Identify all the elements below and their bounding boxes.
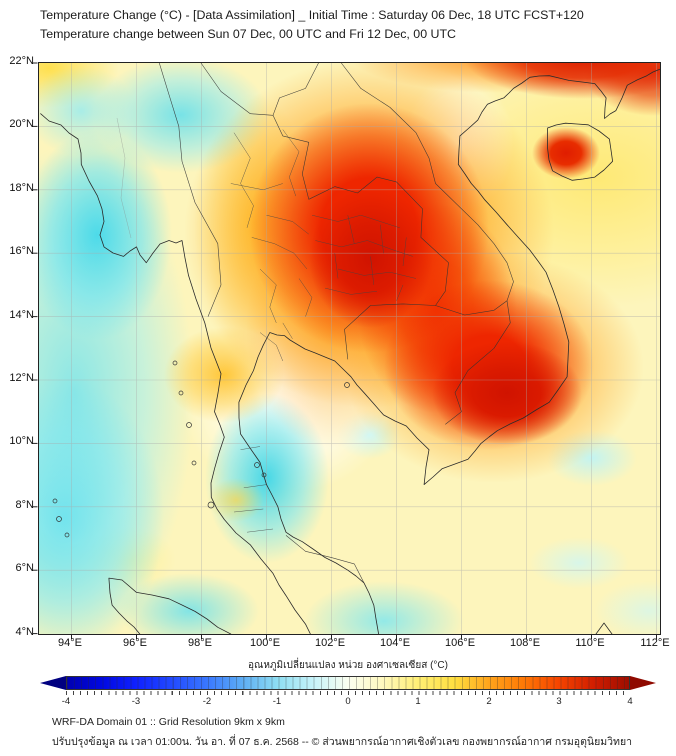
lon-tick-label: 98°E	[188, 637, 212, 649]
colorbar-tick-label: 2	[486, 696, 492, 707]
country-borders	[159, 62, 514, 584]
map-plot	[33, 62, 661, 639]
colorbar-left-arrow	[40, 676, 66, 690]
lat-tick-label: 10°N	[9, 435, 34, 447]
lon-tick-label: 110°E	[575, 637, 605, 649]
lat-tick-label: 22°N	[9, 55, 34, 67]
footer-update-info: ปรับปรุงข้อมูล ณ เวลา 01:00น. วัน อา. ที…	[52, 736, 633, 748]
colorbar-tick-label: 4	[627, 696, 633, 707]
lat-tick-label: 16°N	[9, 245, 34, 257]
colorbar-title: อุณหภูมิเปลี่ยนแปลง หน่วย องศาเซลเซียส (…	[248, 660, 448, 671]
colorbar-tick-label: -2	[202, 696, 212, 707]
colorbar-right-arrow	[630, 676, 656, 690]
lon-tick-label: 106°E	[444, 637, 476, 649]
lat-tick-label: 6°N	[15, 562, 34, 574]
lat-tick-label: 12°N	[9, 372, 34, 384]
lat-tick-label: 20°N	[9, 118, 34, 130]
coast-sumatra	[108, 577, 232, 635]
lat-tick-label: 14°N	[9, 309, 34, 321]
lon-tick-label: 104°E	[379, 637, 411, 649]
colorbar-minor-ticks	[66, 691, 630, 695]
coastlines	[40, 68, 661, 635]
coast-hainan-island	[547, 122, 613, 181]
figure-title: Temperature Change (°C) - [Data Assimila…	[40, 8, 584, 22]
temperature-field	[39, 63, 660, 634]
colorbar-tick-label: 0	[345, 696, 351, 707]
river-lines	[116, 117, 132, 239]
lon-tick-label: 112°E	[640, 637, 670, 649]
colorbar-tick-label: -4	[61, 696, 71, 707]
lon-tick-label: 96°E	[123, 637, 147, 649]
lon-tick-label: 108°E	[509, 637, 541, 649]
grid-lines	[39, 63, 660, 634]
coast-borneo-tip	[595, 622, 613, 635]
footer-domain-info: WRF-DA Domain 01 :: Grid Resolution 9km …	[52, 716, 285, 728]
coast-myanmar-west-peninsula	[40, 113, 311, 635]
colorbar-tick-label: -3	[131, 696, 141, 707]
coast-gulf-vietnam-china	[238, 68, 661, 635]
colorbar-gradient	[66, 676, 630, 690]
colorbar	[40, 676, 656, 690]
lon-tick-label: 102°E	[314, 637, 346, 649]
axis-ticks	[33, 62, 657, 639]
lat-tick-label: 4°N	[15, 626, 34, 638]
map-overlay-svg	[33, 62, 661, 639]
province-borders	[230, 129, 417, 533]
lat-tick-label: 18°N	[9, 182, 34, 194]
small-islands	[52, 360, 350, 538]
colorbar-tick-label: 3	[556, 696, 562, 707]
lon-tick-label: 94°E	[58, 637, 82, 649]
colorbar-tick-label: 1	[415, 696, 421, 707]
figure-subtitle: Temperature change between Sun 07 Dec, 0…	[40, 27, 456, 41]
lon-tick-label: 100°E	[249, 637, 281, 649]
lat-tick-label: 8°N	[15, 499, 34, 511]
colorbar-tick-label: -1	[272, 696, 282, 707]
